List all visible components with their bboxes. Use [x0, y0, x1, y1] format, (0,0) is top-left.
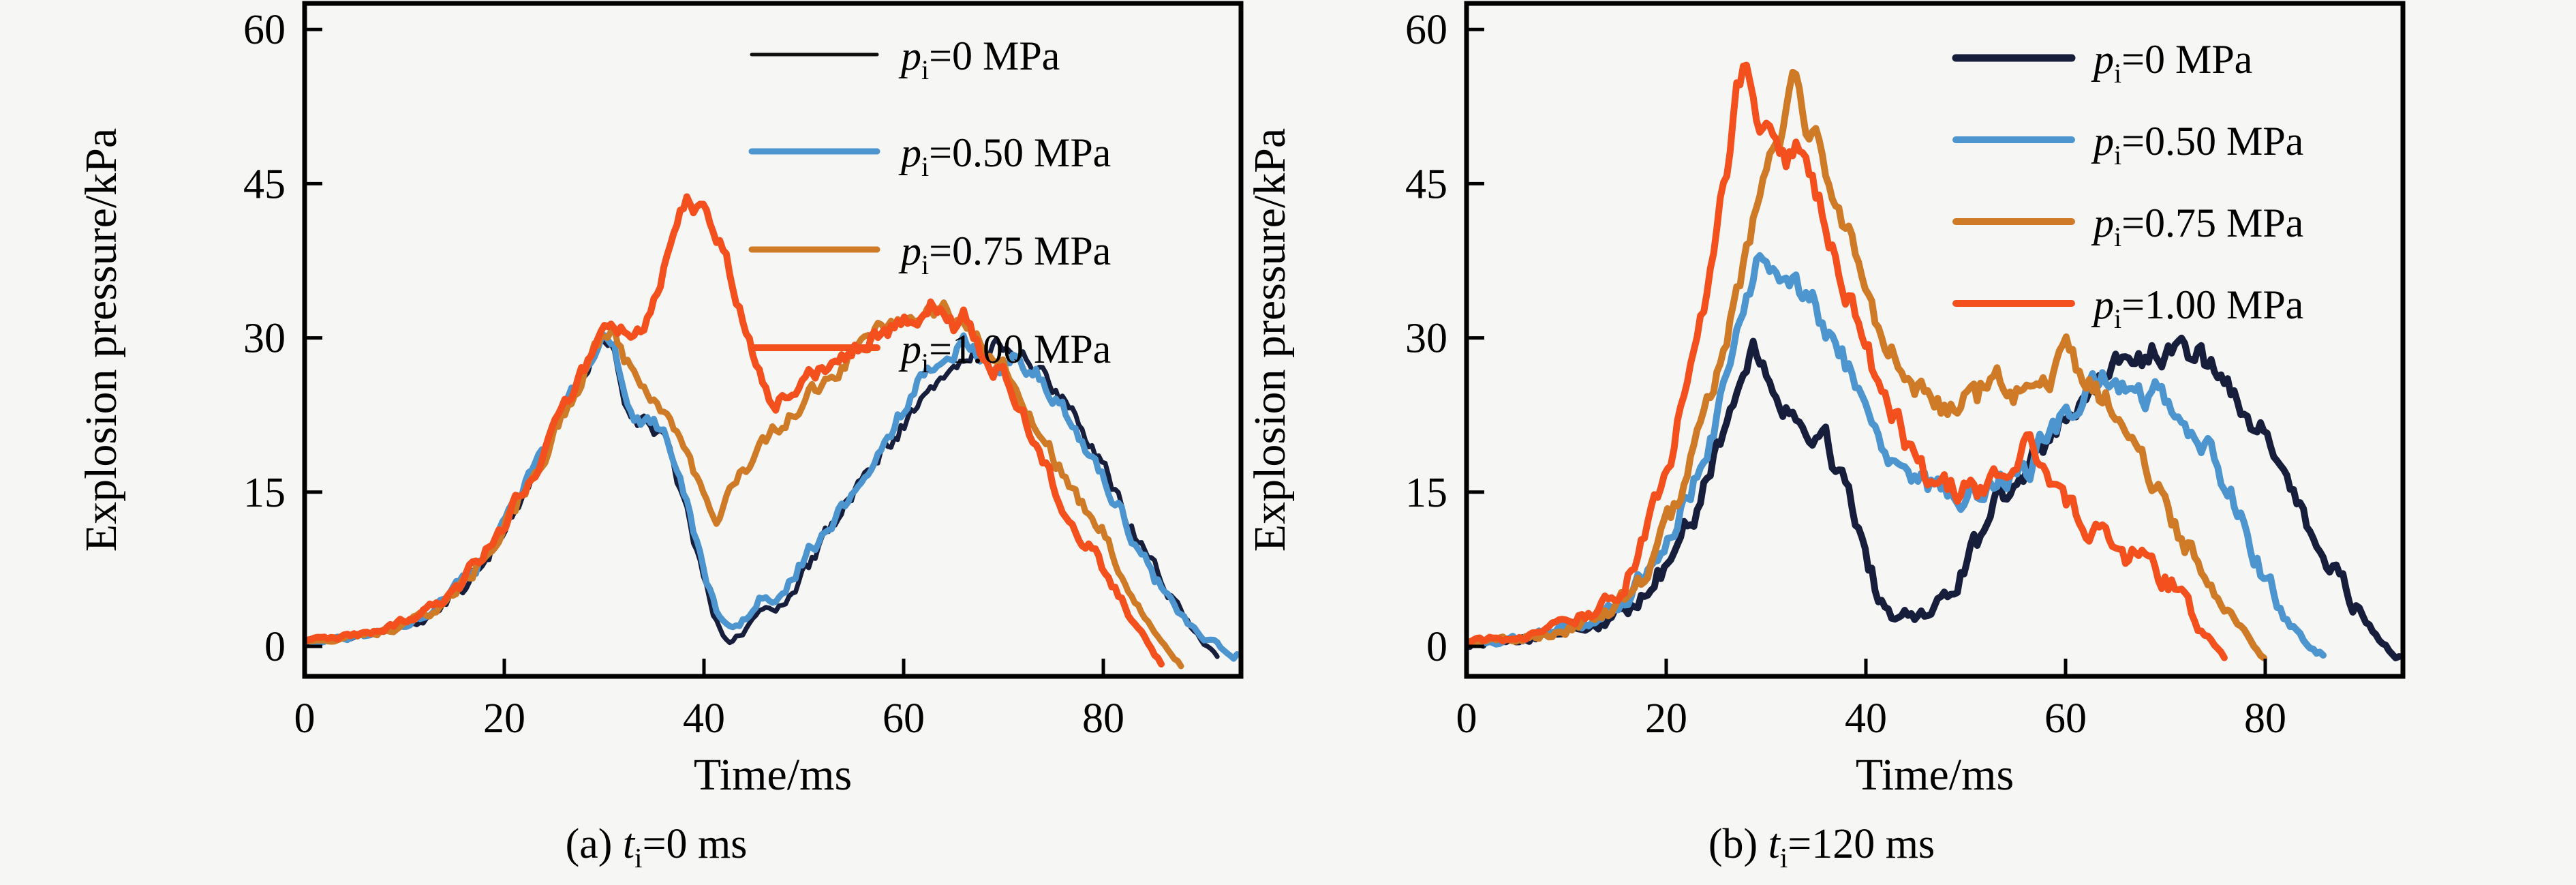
legend-label-pi100: pi=1.00 MPa: [2091, 282, 2303, 334]
legend: pi=0 MPa pi=0.50 MPa pi=0.75 MPa pi=1.00 MP…: [1952, 37, 2303, 334]
legend-label-pi050: pi=0.50 MPa: [898, 130, 1111, 182]
x-tick-label: 60: [2044, 695, 2087, 742]
y-tick-label: 30: [1405, 316, 1447, 362]
x-tick-label: 20: [483, 695, 525, 742]
curves: [1467, 61, 2403, 661]
curve-pi100: [305, 193, 1165, 668]
legend-label-pi075: pi=0.75 MPa: [898, 228, 1111, 280]
curve-pi100: [1467, 61, 2228, 661]
y-tick-label: 0: [1426, 624, 1447, 670]
panel-caption: (b) ti=120 ms: [1708, 821, 1935, 873]
legend-label-pi0: pi=0 MPa: [2091, 37, 2252, 89]
y-tick-label: 15: [243, 470, 286, 516]
plot-box: [302, 1, 1244, 679]
panel-a: 0 20 40 60 80 0 15 30 45 60 Time/ms Explosion press…: [76, 1, 1244, 873]
x-tick-label: 80: [2244, 695, 2286, 742]
panel-caption: (a) ti=0 ms: [566, 821, 748, 873]
x-axis-label: Time/ms: [694, 750, 852, 800]
x-tick-label: 40: [1845, 695, 1887, 742]
legend-label-pi0: pi=0 MPa: [898, 33, 1060, 85]
y-tick-label: 30: [243, 316, 286, 362]
legend-label-pi100: pi=1.00 MPa: [898, 327, 1111, 378]
panel-b: 0 20 40 60 80 0 15 30 45 60 Time/ms Explosion press…: [1245, 1, 2406, 873]
y-tick-label: 45: [243, 161, 286, 207]
x-tick-label: 80: [1082, 695, 1124, 742]
y-tick-label: 45: [1405, 161, 1447, 207]
x-tick-label: 60: [883, 695, 925, 742]
x-tick-label: 0: [294, 695, 316, 742]
legend: pi=0 MPa pi=0.50 MPa pi=0.75 MPa pi=1.00 MP…: [748, 33, 1111, 378]
y-tick-label: 60: [1405, 7, 1447, 53]
curves: [305, 193, 1240, 670]
x-tick-label: 20: [1645, 695, 1687, 742]
x-axis-label: Time/ms: [1856, 750, 2014, 800]
y-axis-label: Explosion pressure/kPa: [1245, 128, 1295, 552]
plot-box: [1464, 1, 2406, 679]
y-tick-label: 0: [264, 624, 286, 670]
y-axis-label: Explosion pressure/kPa: [76, 128, 126, 552]
legend-label-pi050: pi=0.50 MPa: [2091, 119, 2303, 170]
y-tick-label: 60: [243, 7, 286, 53]
legend-label-pi075: pi=0.75 MPa: [2091, 200, 2303, 252]
x-tick-label: 0: [1456, 695, 1477, 742]
y-tick-label: 15: [1405, 470, 1447, 516]
curve-pi050: [1467, 252, 2327, 659]
x-tick-label: 40: [683, 695, 725, 742]
